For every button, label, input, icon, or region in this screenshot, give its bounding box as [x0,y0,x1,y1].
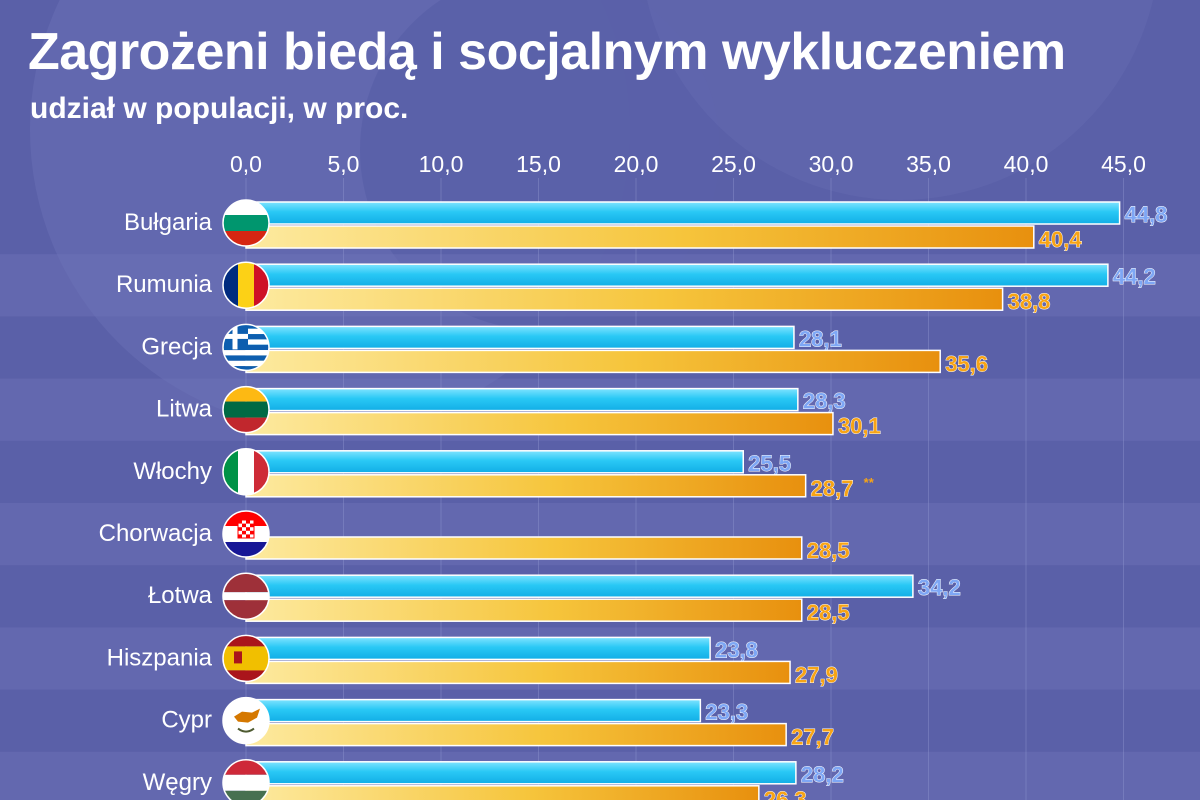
value-label-blue: 44,8 [1125,202,1168,227]
bar-orange [245,536,803,560]
bar-orange [245,785,760,800]
value-label-blue: 25,5 [748,451,791,476]
lithuania-flag [222,385,270,434]
x-tick-label: 40,0 [1004,151,1049,177]
x-tick-label: 0,0 [230,151,262,177]
category-label: Litwa [156,396,213,423]
bar-orange [245,598,803,622]
x-tick-label: 25,0 [711,151,756,177]
x-tick-label: 35,0 [906,151,951,177]
value-label-orange: 27,7 [791,725,834,750]
bar-blue [245,325,795,350]
latvia-flag [222,572,270,620]
value-label-blue: 23,3 [705,700,748,725]
bar-orange [245,474,807,498]
value-label-orange: 26,3 [764,787,807,800]
category-label: Włochy [133,458,212,485]
category-label: Hiszpania [107,644,213,671]
value-label-orange: 35,6 [945,351,988,376]
bar-blue [245,263,1109,287]
bar-orange [245,660,791,685]
category-label: Rumunia [116,271,213,298]
chart-title: Zagrożeni biedą i socjalnym wykluczeniem [28,23,1066,81]
bar-blue [245,450,744,474]
value-label-orange: 27,9 [795,662,838,687]
annotation-mark: ** [864,475,875,490]
spain-flag [222,634,270,683]
bar-blue [245,387,799,412]
bar-orange [245,287,1004,311]
cyprus-flag [222,696,270,745]
value-label-orange: 28,5 [807,538,850,563]
category-label: Chorwacja [99,520,213,547]
bar-blue [245,201,1121,225]
value-label-blue: 28,2 [801,762,844,787]
chart-subtitle: udział w populacji, w proc. [30,92,409,125]
x-tick-label: 45,0 [1101,151,1146,177]
bar-blue [245,761,797,785]
hungary-flag [222,759,270,800]
bar-orange [245,411,834,436]
category-label: Bułgaria [124,209,213,236]
x-tick-label: 5,0 [328,151,360,177]
value-label-blue: 34,2 [918,575,961,600]
value-label-orange: 40,4 [1039,227,1083,252]
bar-blue [245,574,914,598]
x-tick-label: 15,0 [516,151,561,177]
bar-blue [245,698,702,723]
bulgaria-flag [222,199,270,247]
category-label: Grecja [141,333,212,360]
value-label-orange: 28,7 [811,476,854,501]
category-label: Cypr [161,707,212,734]
x-tick-label: 30,0 [809,151,854,177]
bar-blue [245,636,711,661]
value-label-blue: 28,1 [799,326,842,351]
croatia-flag [222,510,270,558]
value-label-orange: 28,5 [807,600,850,625]
italy-flag [222,448,270,496]
value-label-blue: 28,3 [803,389,846,414]
category-label: Łotwa [148,582,213,609]
x-tick-label: 10,0 [419,151,464,177]
bar-orange [245,349,941,374]
romania-flag [222,261,270,309]
category-label: Węgry [143,769,212,796]
greece-flag [222,323,270,372]
value-label-blue: 23,8 [715,637,758,662]
value-label-blue: 44,2 [1113,264,1156,289]
x-tick-label: 20,0 [614,151,659,177]
bar-orange [245,225,1035,249]
bar-orange [245,722,787,747]
value-label-orange: 38,8 [1008,289,1051,314]
value-label-orange: 30,1 [838,414,881,439]
